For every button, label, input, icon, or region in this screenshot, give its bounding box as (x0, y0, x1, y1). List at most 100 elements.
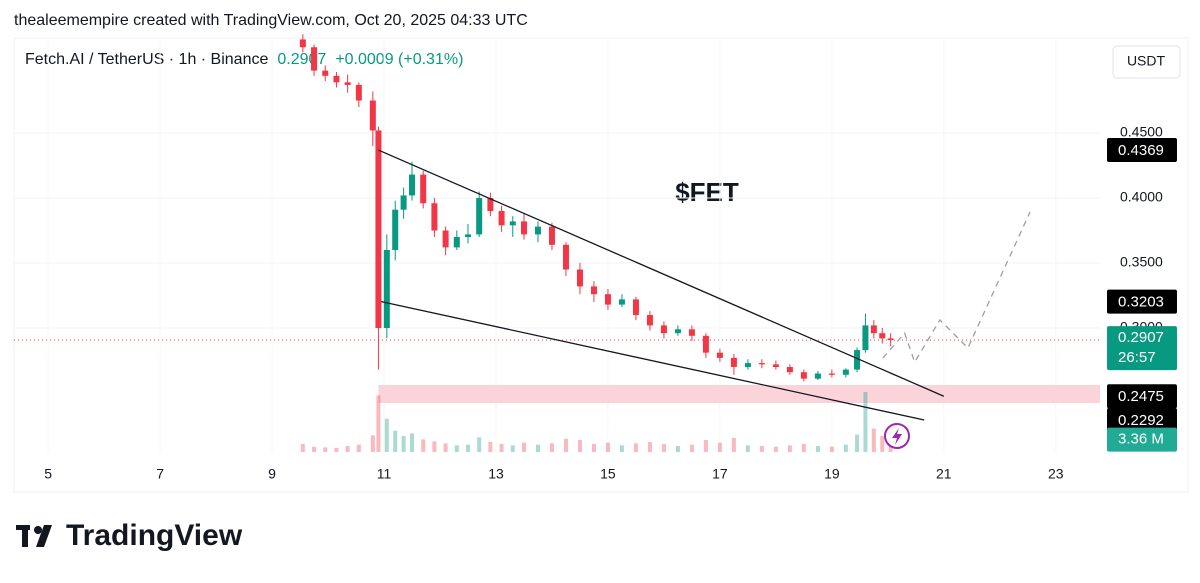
volume-bar (443, 443, 448, 452)
candle-body (854, 350, 861, 370)
candle-body (758, 363, 765, 365)
candle-body (716, 352, 723, 358)
candle (476, 191, 483, 238)
candle-body (409, 174, 416, 196)
candle (498, 205, 505, 232)
candle-body (548, 226, 555, 245)
candle-body (442, 230, 449, 248)
projection (882, 211, 1031, 364)
candle (604, 288, 611, 310)
x-tick-label: 21 (936, 466, 952, 482)
x-tick-label: 5 (44, 466, 52, 482)
candle-body (576, 269, 583, 287)
volume-bar (454, 445, 459, 452)
price-label: 0.4369 (1118, 142, 1164, 159)
candle-body (431, 203, 438, 231)
candle (786, 364, 793, 375)
volume-bar (605, 442, 610, 452)
volume-bar (312, 446, 317, 452)
volume-bar (323, 447, 328, 452)
price-label-box (1107, 289, 1177, 314)
volume-bar (370, 435, 375, 452)
volume-bar (384, 418, 389, 452)
volume-bar (717, 442, 722, 452)
price-label: 0.2475 (1118, 388, 1164, 405)
attribution: thealeemempire created with TradingView.… (14, 12, 528, 29)
candle-body (534, 226, 541, 235)
volume-bar (689, 444, 694, 452)
volume-bar (675, 446, 680, 452)
candle (660, 321, 667, 339)
candle (311, 44, 318, 76)
candle-body (674, 329, 681, 334)
volume-bar (521, 442, 526, 452)
price-label-box (1107, 138, 1177, 163)
volume-bar (661, 444, 666, 452)
candle (814, 370, 821, 380)
candle (730, 353, 737, 375)
last-price-box (1107, 326, 1177, 371)
candle (299, 34, 306, 53)
candle-body (476, 198, 483, 235)
y-tick-label: 0.4000 (1120, 189, 1163, 205)
volume-bar (549, 443, 554, 452)
candle (509, 216, 516, 238)
candle-body (660, 325, 667, 334)
candle (534, 221, 541, 243)
candle (716, 348, 723, 362)
candle (887, 333, 894, 347)
candle-body (800, 372, 807, 379)
currency: USDT (1127, 53, 1166, 69)
y-tick-label: 0.4500 (1120, 124, 1163, 140)
candle (618, 294, 625, 308)
candle (383, 234, 390, 339)
candle-body (604, 294, 611, 305)
x-tick-label: 9 (268, 466, 276, 482)
annotation: $FET (675, 177, 739, 207)
candle-body (814, 373, 821, 379)
volume-bar (855, 434, 860, 452)
candle-body (383, 250, 390, 328)
volume-bar (421, 439, 426, 452)
price-label-box (1107, 408, 1177, 433)
volume-bar (345, 446, 350, 452)
candle (464, 224, 471, 244)
volume-label: 3.36 M (1118, 431, 1164, 448)
candle (828, 369, 835, 378)
candle-body (333, 75, 340, 83)
candle-body (487, 198, 494, 212)
candle-body (870, 325, 877, 334)
candle-body (786, 366, 793, 373)
header-change: +0.0009 (+0.31%) (335, 51, 463, 68)
volume-bar (465, 444, 470, 452)
candle (344, 74, 351, 93)
candle-body (311, 47, 318, 71)
candle-body (730, 357, 737, 367)
trendline (381, 300, 925, 421)
countdown: 26:57 (1118, 349, 1156, 366)
candle (520, 213, 527, 240)
volume-bar (401, 436, 406, 452)
candle (590, 281, 597, 302)
x-tick-label: 23 (1048, 466, 1064, 482)
candle-body (772, 364, 779, 367)
candle (772, 360, 779, 370)
price-label-box (1107, 384, 1177, 409)
candle-body (879, 333, 886, 339)
candle (375, 126, 382, 370)
volume-label-box (1107, 427, 1177, 452)
x-tick-label: 13 (488, 466, 504, 482)
volume-bar (477, 437, 482, 452)
volume-bar (300, 444, 305, 452)
y-tick-label: 0.3500 (1120, 254, 1163, 270)
volume-bar (871, 428, 876, 452)
volume-bar (815, 446, 820, 452)
x-tick-label: 17 (712, 466, 728, 482)
candle-body (299, 39, 306, 48)
candle (702, 333, 709, 358)
candle (487, 192, 494, 217)
candle-body (828, 373, 835, 375)
volume-bar (880, 436, 885, 452)
candle (333, 71, 340, 88)
